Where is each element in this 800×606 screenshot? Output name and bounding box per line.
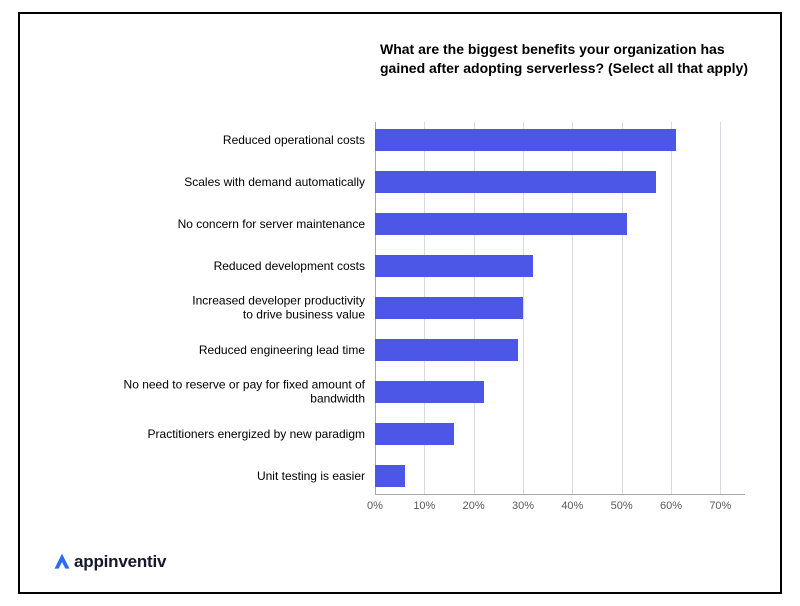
x-tick-label: 20% <box>463 500 485 512</box>
y-tick-label: Reduced engineering lead time <box>70 343 365 357</box>
x-tick-label: 60% <box>660 500 682 512</box>
y-tick-label: Practitioners energized by new paradigm <box>70 427 365 441</box>
y-tick-label: Reduced development costs <box>70 259 365 273</box>
gridline <box>720 122 721 494</box>
brand-logo-text: appinventiv <box>74 552 166 572</box>
y-tick-label: Unit testing is easier <box>70 469 365 483</box>
bar <box>375 339 518 361</box>
x-tick-label: 40% <box>561 500 583 512</box>
bar <box>375 423 454 445</box>
y-tick-label: Increased developer productivityto drive… <box>70 294 365 323</box>
brand-logo: appinventiv <box>52 552 166 572</box>
x-tick-label: 30% <box>512 500 534 512</box>
y-tick-label: Scales with demand automatically <box>70 175 365 189</box>
x-tick-label: 50% <box>611 500 633 512</box>
y-tick-label: Reduced operational costs <box>70 133 365 147</box>
y-axis-labels: Reduced operational costs Scales with dem… <box>70 122 370 542</box>
bar <box>375 213 627 235</box>
x-tick-label: 70% <box>709 500 731 512</box>
y-tick-label: No need to reserve or pay for fixed amou… <box>70 378 365 407</box>
brand-logo-icon <box>52 552 72 572</box>
bar <box>375 171 656 193</box>
chart-frame: What are the biggest benefits your organ… <box>18 12 782 594</box>
x-axis-line <box>375 494 745 495</box>
bar <box>375 129 676 151</box>
bar <box>375 381 484 403</box>
y-tick-label: No concern for server maintenance <box>70 217 365 231</box>
bar <box>375 297 523 319</box>
chart-title: What are the biggest benefits your organ… <box>380 40 770 78</box>
x-tick-label: 10% <box>413 500 435 512</box>
chart-area: 0%10%20%30%40%50%60%70% <box>375 122 745 542</box>
bar <box>375 465 405 487</box>
gridline <box>671 122 672 494</box>
chart-plot: Reduced operational costs Scales with dem… <box>70 122 750 542</box>
x-tick-label: 0% <box>367 500 383 512</box>
bar <box>375 255 533 277</box>
